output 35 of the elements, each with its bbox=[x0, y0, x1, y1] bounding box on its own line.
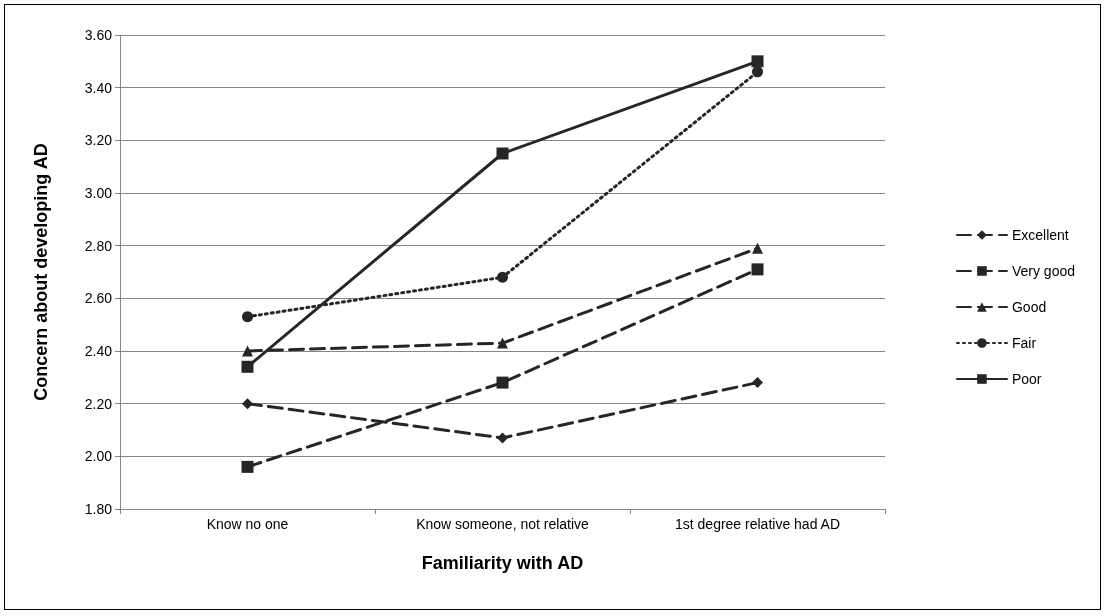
legend-label: Poor bbox=[1011, 371, 1042, 387]
point bbox=[242, 345, 253, 357]
x-tick-label: Know someone, not relative bbox=[416, 516, 590, 532]
y-tick-label: 3.40 bbox=[84, 79, 113, 96]
point bbox=[751, 263, 764, 276]
point bbox=[242, 398, 253, 410]
legend-label: Fair bbox=[1011, 335, 1037, 351]
point bbox=[497, 337, 508, 349]
y-tick-label: 3.20 bbox=[84, 132, 113, 149]
point bbox=[497, 432, 508, 444]
legend-label: Good bbox=[1011, 299, 1047, 315]
point bbox=[751, 55, 764, 68]
y-tick-label: 1.80 bbox=[84, 501, 113, 517]
y-tick-label: 3.00 bbox=[84, 185, 113, 201]
point bbox=[752, 377, 763, 389]
point bbox=[496, 376, 509, 389]
legend-label: Very good bbox=[1011, 263, 1076, 279]
x-tick-label: 1st degree relative had AD bbox=[675, 516, 840, 532]
y-tick-label: 2.80 bbox=[84, 237, 113, 254]
point bbox=[752, 242, 763, 254]
point bbox=[241, 460, 254, 473]
point bbox=[242, 311, 253, 323]
point bbox=[496, 147, 509, 160]
point bbox=[241, 360, 254, 373]
legend-label: Excellent bbox=[1011, 227, 1069, 243]
x-axis-title: Familiarity with AD bbox=[421, 553, 584, 573]
y-tick-label: 2.60 bbox=[84, 290, 113, 307]
x-tick-label: Know no one bbox=[206, 516, 289, 532]
point bbox=[497, 271, 508, 283]
y-tick-label: 3.60 bbox=[84, 27, 113, 43]
point bbox=[752, 66, 763, 78]
y-tick-label: 2.40 bbox=[84, 343, 113, 359]
y-tick-label: 2.20 bbox=[84, 395, 113, 412]
y-axis-title: Concern about developing AD bbox=[31, 143, 51, 401]
y-tick-label: 2.00 bbox=[84, 448, 113, 465]
